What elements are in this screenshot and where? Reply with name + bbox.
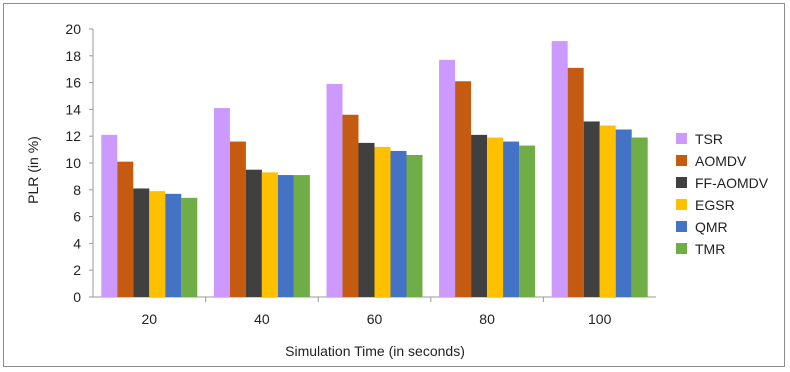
x-tick-label: 20 <box>142 311 158 327</box>
bar-egsr-100 <box>599 125 616 297</box>
legend-label-tmr: TMR <box>695 241 725 257</box>
bar-tsr-40 <box>213 108 230 297</box>
bars <box>101 41 648 298</box>
legend-label-aomdv: AOMDV <box>695 153 747 169</box>
bar-tmr-100 <box>631 137 648 297</box>
bar-aomdv-60 <box>342 114 359 297</box>
bar-qmr-60 <box>390 150 407 297</box>
x-tick-label: 80 <box>479 311 495 327</box>
y-tick-label: 20 <box>65 21 81 37</box>
bar-qmr-80 <box>503 141 520 297</box>
legend-label-tsr: TSR <box>695 131 723 147</box>
x-tick-labels: 20 40 60 80 100 <box>142 297 612 327</box>
legend-swatch-ff-aomdv <box>676 177 687 188</box>
legend: TSR AOMDV FF-AOMDV EGSR QMR TMR <box>676 131 769 257</box>
bar-ff-aomdv-20 <box>133 188 150 297</box>
bar-ff-aomdv-40 <box>245 169 262 297</box>
y-tick-label: 6 <box>73 209 81 225</box>
bar-tsr-60 <box>326 83 343 297</box>
bar-tmr-60 <box>406 154 423 297</box>
bar-tsr-20 <box>101 134 118 297</box>
bar-aomdv-100 <box>567 67 584 297</box>
bar-tmr-40 <box>293 175 310 297</box>
legend-swatch-qmr <box>676 221 687 232</box>
y-tick-label: 8 <box>73 182 81 198</box>
bar-ff-aomdv-80 <box>471 134 488 297</box>
legend-swatch-aomdv <box>676 155 687 166</box>
bar-aomdv-20 <box>117 161 134 297</box>
y-tick-labels: 0 2 4 6 8 10 12 14 16 18 20 <box>65 21 93 305</box>
legend-label-qmr: QMR <box>695 219 728 235</box>
bar-egsr-40 <box>261 172 278 297</box>
bar-egsr-80 <box>487 137 504 297</box>
bar-qmr-20 <box>165 193 182 297</box>
y-tick-label: 0 <box>73 289 81 305</box>
bar-qmr-100 <box>615 129 632 297</box>
y-axis-title: PLR (in %) <box>25 136 41 204</box>
legend-swatch-tsr <box>676 133 687 144</box>
x-tick-label: 60 <box>367 311 383 327</box>
y-tick-label: 16 <box>65 75 81 91</box>
x-tick-label: 40 <box>254 311 270 327</box>
y-tick-label: 18 <box>65 48 81 64</box>
x-axis-title: Simulation Time (in seconds) <box>285 343 465 359</box>
legend-label-egsr: EGSR <box>695 197 735 213</box>
y-tick-label: 12 <box>65 128 81 144</box>
bar-aomdv-80 <box>455 81 472 297</box>
bar-tmr-80 <box>519 145 536 297</box>
y-tick-label: 4 <box>73 235 81 251</box>
legend-swatch-egsr <box>676 199 687 210</box>
bar-tsr-80 <box>439 59 456 297</box>
bar-tmr-20 <box>181 197 198 297</box>
legend-swatch-tmr <box>676 243 687 254</box>
bar-ff-aomdv-100 <box>583 121 600 298</box>
bar-aomdv-40 <box>229 141 246 297</box>
bar-tsr-100 <box>551 41 568 298</box>
bar-ff-aomdv-60 <box>358 142 375 297</box>
bar-egsr-60 <box>374 146 391 297</box>
x-tick-label: 100 <box>588 311 612 327</box>
legend-label-ff-aomdv: FF-AOMDV <box>695 175 769 191</box>
y-tick-label: 2 <box>73 262 81 278</box>
bar-qmr-40 <box>277 175 294 297</box>
y-tick-label: 10 <box>65 155 81 171</box>
y-tick-label: 14 <box>65 101 81 117</box>
bar-egsr-20 <box>149 191 166 297</box>
